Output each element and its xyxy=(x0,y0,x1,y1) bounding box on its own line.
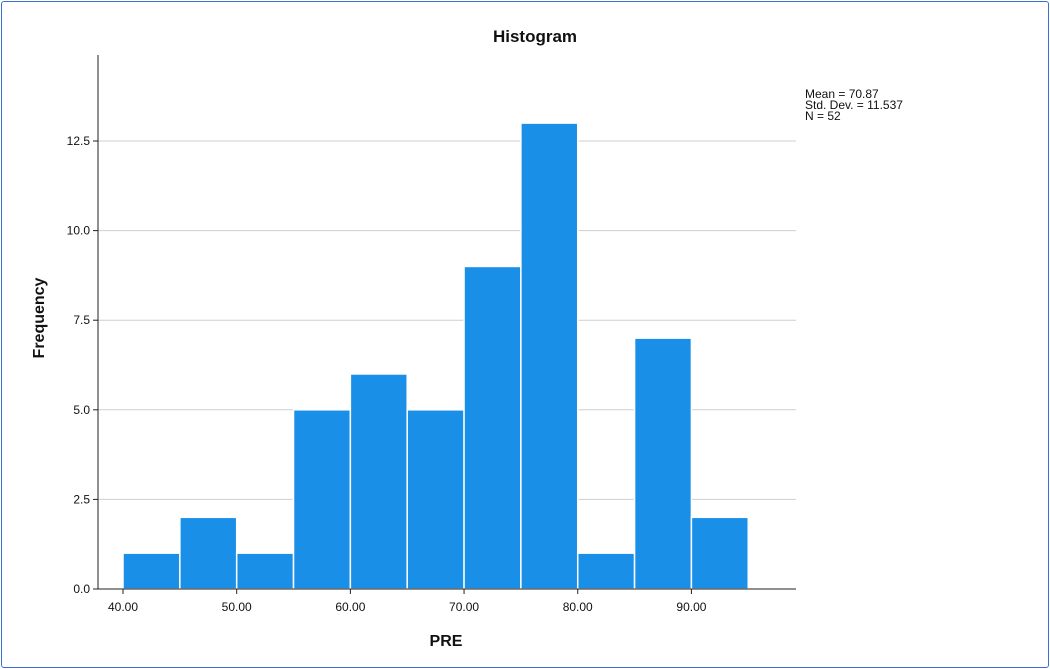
histogram-bar xyxy=(520,122,579,590)
x-tick-label: 60.00 xyxy=(335,600,365,614)
bars xyxy=(122,122,750,590)
x-tick-label: 50.00 xyxy=(222,600,252,614)
histogram-bar xyxy=(463,265,522,590)
y-tick-label: 0.0 xyxy=(73,582,90,596)
x-tick-label: 90.00 xyxy=(676,600,706,614)
x-tick-label: 70.00 xyxy=(449,600,479,614)
histogram-bar xyxy=(633,337,693,590)
x-tick-label: 80.00 xyxy=(563,600,593,614)
y-tick-label: 12.5 xyxy=(67,134,91,148)
chart-title: Histogram xyxy=(493,27,577,46)
x-axis-label: PRE xyxy=(430,633,463,650)
stats-legend: Mean = 70.87 Std. Dev. = 11.537 N = 52 xyxy=(805,87,903,123)
y-ticks: 0.0 2.5 5.0 7.5 10.0 12.5 xyxy=(67,134,98,596)
stat-mean: Mean = 70.87 xyxy=(805,87,879,101)
stat-std-dev: Std. Dev. = 11.537 xyxy=(805,98,903,112)
histogram-bar xyxy=(179,516,238,590)
stat-n: N = 52 xyxy=(805,109,841,123)
x-tick-label: 40.00 xyxy=(108,600,138,614)
y-tick-label: 7.5 xyxy=(73,313,90,327)
y-tick-label: 2.5 xyxy=(73,492,90,506)
histogram-bar xyxy=(690,516,750,590)
y-tick-label: 5.0 xyxy=(73,403,90,417)
histogram-bar xyxy=(235,552,295,590)
x-ticks: 40.00 50.00 60.00 70.00 80.00 90.00 xyxy=(108,589,707,614)
histogram-bar xyxy=(576,552,636,590)
y-axis-label: Frequency xyxy=(31,277,48,358)
histogram-bar xyxy=(122,552,181,590)
histogram-bar xyxy=(406,409,465,590)
axes xyxy=(97,55,796,590)
histogram-bar xyxy=(349,373,408,590)
y-tick-label: 10.0 xyxy=(67,224,91,238)
histogram-bar xyxy=(292,409,352,590)
